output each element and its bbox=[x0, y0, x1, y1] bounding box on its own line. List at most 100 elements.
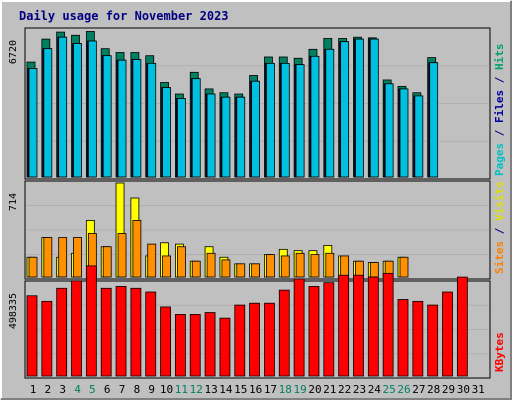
day-label-22: 22 bbox=[338, 383, 351, 396]
bar-hits-pages-day-13 bbox=[206, 93, 216, 178]
panel-kbytes-legend: KBytes bbox=[493, 332, 506, 372]
bar-visits-sites-day-11 bbox=[176, 246, 186, 278]
bar-hits-pages-day-3 bbox=[58, 36, 68, 178]
bar-visits-sites-day-15 bbox=[236, 263, 246, 278]
day-label-10: 10 bbox=[160, 383, 173, 396]
bar-kbytes-kbytes-day-12 bbox=[189, 314, 201, 377]
bar-hits-pages-day-21 bbox=[325, 48, 335, 178]
bar-hits-pages-day-23 bbox=[355, 38, 364, 178]
bar-kbytes-kbytes-day-26 bbox=[397, 299, 409, 377]
bar-kbytes-kbytes-day-24 bbox=[367, 276, 379, 377]
panel-visits: 714 Sites / Visits bbox=[8, 180, 506, 280]
bar-hits-pages-day-4 bbox=[73, 43, 82, 178]
day-label-26: 26 bbox=[397, 383, 410, 396]
bar-kbytes-kbytes-day-1 bbox=[26, 295, 38, 377]
bar-hits-pages-day-6 bbox=[102, 55, 112, 178]
legend-entry: / bbox=[493, 221, 506, 241]
panel-visits-legend: Sites / Visits bbox=[493, 181, 506, 274]
chart-panels: 6720 Pages / Files / Hits 714 Sites / Visit… bbox=[8, 27, 506, 379]
bar-kbytes-kbytes-day-2 bbox=[41, 300, 53, 377]
day-label-19: 19 bbox=[293, 383, 306, 396]
bar-visits-sites-day-24 bbox=[369, 262, 379, 278]
day-label-9: 9 bbox=[148, 383, 155, 396]
bar-visits-sites-day-8 bbox=[132, 219, 142, 278]
bar-visits-sites-day-12 bbox=[191, 260, 201, 278]
bar-kbytes-kbytes-day-28 bbox=[427, 304, 439, 377]
bar-kbytes-kbytes-day-30 bbox=[456, 276, 468, 377]
bar-kbytes-kbytes-day-13 bbox=[204, 312, 216, 377]
bar-kbytes-kbytes-day-29 bbox=[442, 291, 453, 377]
day-label-17: 17 bbox=[264, 383, 277, 396]
bar-visits-sites-day-2 bbox=[43, 237, 53, 278]
bar-visits-sites-day-10 bbox=[162, 255, 171, 278]
day-label-12: 12 bbox=[190, 383, 203, 396]
legend-entry: Files bbox=[493, 90, 506, 123]
bar-kbytes-kbytes-day-15 bbox=[234, 304, 246, 377]
bar-hits-pages-day-16 bbox=[251, 80, 261, 178]
bar-hits-pages-day-8 bbox=[132, 59, 142, 178]
bar-visits-sites-day-21 bbox=[325, 252, 335, 278]
day-label-20: 20 bbox=[308, 383, 321, 396]
day-label-29: 29 bbox=[442, 383, 455, 396]
bar-hits-pages-day-1 bbox=[28, 68, 38, 178]
bar-visits-sites-day-13 bbox=[206, 252, 216, 278]
bar-kbytes-kbytes-day-17 bbox=[264, 302, 275, 377]
bar-hits-pages-day-7 bbox=[117, 59, 127, 178]
bar-hits-pages-day-25 bbox=[384, 83, 394, 178]
bar-visits-sites-day-22 bbox=[340, 255, 350, 278]
legend-entry: Visits bbox=[493, 181, 506, 221]
bar-hits-pages-day-11 bbox=[176, 98, 186, 178]
legend-entry: / bbox=[493, 123, 506, 143]
bar-kbytes-kbytes-day-6 bbox=[100, 287, 112, 377]
day-label-1: 1 bbox=[30, 383, 37, 396]
legend-entry: Sites bbox=[493, 241, 506, 274]
bar-hits-pages-day-10 bbox=[162, 87, 171, 178]
bar-hits-pages-day-12 bbox=[191, 78, 201, 178]
day-label-28: 28 bbox=[427, 383, 440, 396]
bar-visits-sites-day-17 bbox=[266, 254, 275, 278]
bar-visits-sites-day-20 bbox=[310, 254, 320, 278]
day-label-30: 30 bbox=[457, 383, 470, 396]
day-label-24: 24 bbox=[368, 383, 382, 396]
bar-visits-sites-day-9 bbox=[147, 243, 157, 278]
bar-kbytes-kbytes-day-14 bbox=[219, 317, 231, 377]
day-label-14: 14 bbox=[219, 383, 233, 396]
day-label-18: 18 bbox=[279, 383, 292, 396]
bar-hits-pages-day-9 bbox=[147, 62, 157, 178]
bar-kbytes-kbytes-day-11 bbox=[174, 314, 186, 377]
day-label-8: 8 bbox=[134, 383, 141, 396]
bar-visits-sites-day-18 bbox=[280, 255, 290, 278]
bar-visits-sites-day-3 bbox=[58, 237, 68, 278]
bar-kbytes-kbytes-day-10 bbox=[160, 306, 171, 377]
bar-hits-pages-day-24 bbox=[369, 38, 379, 178]
bar-hits-pages-day-26 bbox=[399, 88, 409, 178]
bar-kbytes-kbytes-day-27 bbox=[412, 300, 424, 377]
bar-visits-sites-day-6 bbox=[102, 246, 112, 278]
day-label-21: 21 bbox=[323, 383, 336, 396]
day-label-7: 7 bbox=[119, 383, 126, 396]
bar-visits-sites-day-16 bbox=[251, 263, 261, 278]
bar-hits-pages-day-28 bbox=[429, 62, 439, 178]
bar-kbytes-kbytes-day-22 bbox=[338, 274, 350, 377]
bar-hits-pages-day-18 bbox=[280, 62, 290, 178]
day-label-16: 16 bbox=[249, 383, 262, 396]
panel-hits-max-label: 6720 bbox=[8, 40, 19, 64]
panel-hits-legend: Pages / Files / Hits bbox=[493, 44, 506, 177]
bar-visits-sites-day-14 bbox=[221, 259, 231, 278]
bar-hits-pages-day-20 bbox=[310, 55, 320, 178]
bar-visits-sites-day-1 bbox=[28, 256, 38, 278]
bar-visits-sites-day-4 bbox=[73, 237, 82, 278]
day-label-3: 3 bbox=[59, 383, 66, 396]
bar-kbytes-kbytes-day-23 bbox=[353, 274, 364, 377]
bar-hits-pages-day-14 bbox=[221, 96, 231, 178]
bar-kbytes-kbytes-day-7 bbox=[115, 286, 127, 377]
day-label-2: 2 bbox=[45, 383, 52, 396]
panel-visits-max-label: 714 bbox=[8, 193, 19, 211]
panel-kbytes-max-label: 498335 bbox=[8, 293, 19, 329]
day-label-31: 31 bbox=[472, 383, 485, 396]
bar-hits-pages-day-15 bbox=[236, 96, 246, 178]
bar-kbytes-kbytes-day-25 bbox=[382, 272, 394, 377]
bar-kbytes-kbytes-day-16 bbox=[249, 302, 261, 377]
